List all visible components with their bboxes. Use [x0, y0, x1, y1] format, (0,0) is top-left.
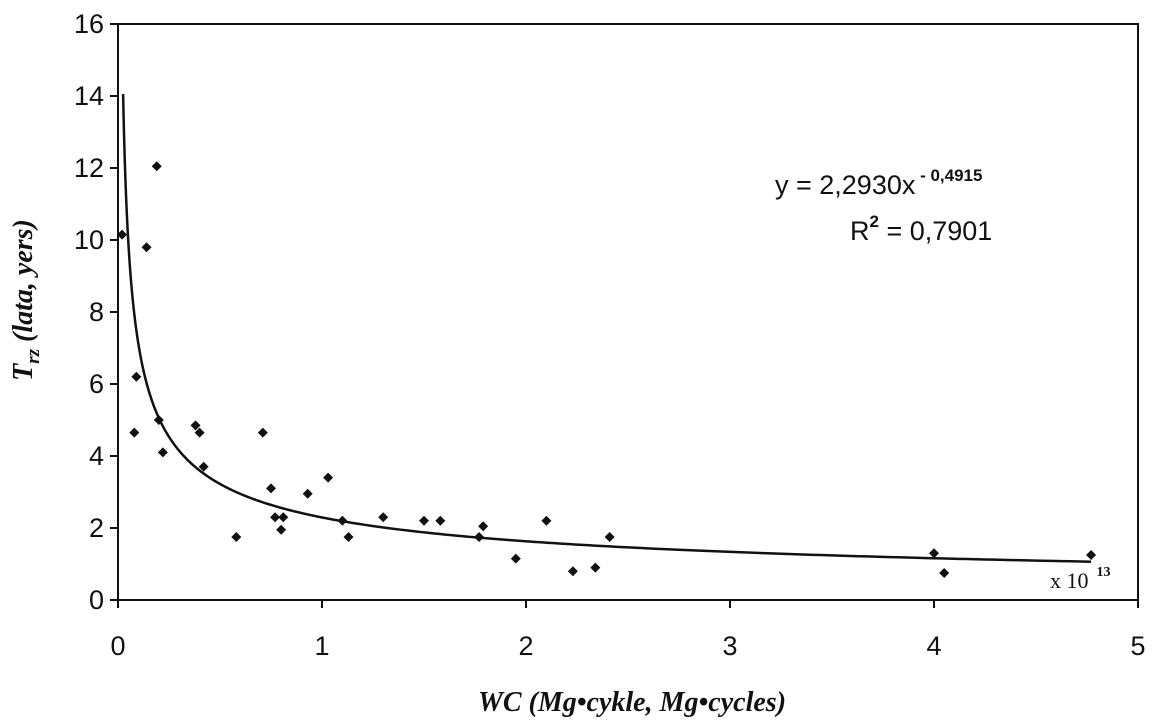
data-point — [323, 472, 334, 483]
plot-border — [117, 23, 1139, 601]
data-point — [198, 461, 209, 472]
data-point — [929, 548, 939, 559]
data-point — [343, 532, 354, 542]
plot-frame — [117, 23, 1139, 601]
x-axis-ticks: 0 1 2 3 4 5 — [110, 600, 1146, 661]
power-trendline — [121, 94, 1092, 563]
data-point — [153, 415, 164, 425]
data-point — [151, 161, 162, 172]
data-point — [567, 566, 578, 577]
y-axis-ticks: 0 2 4 6 8 10 12 14 16 — [74, 9, 118, 615]
y-tick-label: 8 — [89, 297, 104, 327]
data-point — [435, 515, 446, 526]
data-point — [474, 532, 485, 542]
data-point — [510, 553, 521, 564]
data-point — [337, 515, 348, 526]
y-tick-label: 6 — [89, 369, 104, 399]
r-squared-label: R2 = 0,7901 — [850, 212, 992, 246]
y-axis-title: Trz (lata, yers) — [8, 219, 44, 381]
y-axis-title-rest: (lata, yers) — [8, 219, 39, 349]
x-tick-label: 1 — [314, 631, 329, 661]
data-point — [231, 532, 242, 542]
equation-base: y = 2,2930x — [775, 170, 916, 200]
r2-base: R — [850, 216, 870, 246]
data-point — [590, 562, 601, 573]
data-point — [266, 483, 276, 494]
x-tick-label: 4 — [926, 631, 941, 661]
x-axis-title: WC (Mg•cykle, Mg•cycles) — [478, 687, 786, 718]
y-tick-label: 16 — [74, 9, 104, 39]
y-tick-label: 10 — [74, 225, 104, 255]
x-multiplier-exponent: 13 — [1097, 565, 1111, 580]
data-point — [194, 427, 205, 438]
data-point — [157, 447, 168, 458]
data-point — [131, 371, 142, 382]
data-point — [278, 512, 289, 523]
data-point — [419, 515, 429, 526]
data-point — [129, 427, 140, 438]
y-tick-label: 12 — [74, 153, 104, 183]
data-point — [141, 242, 152, 253]
data-point — [117, 229, 128, 240]
data-point — [604, 532, 615, 542]
x-tick-label: 3 — [722, 631, 737, 661]
data-point — [270, 512, 281, 523]
data-point — [190, 420, 201, 431]
data-point — [541, 515, 552, 526]
data-point — [478, 521, 489, 532]
r2-value: = 0,7901 — [879, 216, 992, 246]
x-tick-label: 5 — [1130, 631, 1145, 661]
data-point — [378, 512, 389, 523]
data-points — [117, 161, 1097, 578]
x-tick-label: 2 — [518, 631, 533, 661]
y-axis-title-subscript: rz — [23, 348, 44, 363]
r2-exponent: 2 — [870, 212, 879, 231]
trendline-group — [121, 94, 1092, 563]
equation-exponent: - 0,4915 — [915, 166, 982, 185]
x-tick-label: 0 — [110, 631, 125, 661]
trendline-equation: y = 2,2930x - 0,4915 — [775, 166, 982, 200]
y-tick-label: 14 — [74, 81, 104, 111]
y-axis-title-main: T — [8, 362, 39, 381]
data-point — [1086, 550, 1097, 560]
x-multiplier-base: x 10 — [1050, 568, 1089, 593]
y-tick-label: 2 — [89, 513, 104, 543]
data-point — [939, 568, 950, 578]
y-tick-label: 4 — [89, 441, 104, 471]
data-point — [276, 524, 287, 535]
data-point — [302, 488, 313, 499]
data-point — [257, 427, 268, 438]
x-axis-multiplier: x 10 13 — [1050, 565, 1111, 593]
y-tick-label: 0 — [89, 585, 104, 615]
